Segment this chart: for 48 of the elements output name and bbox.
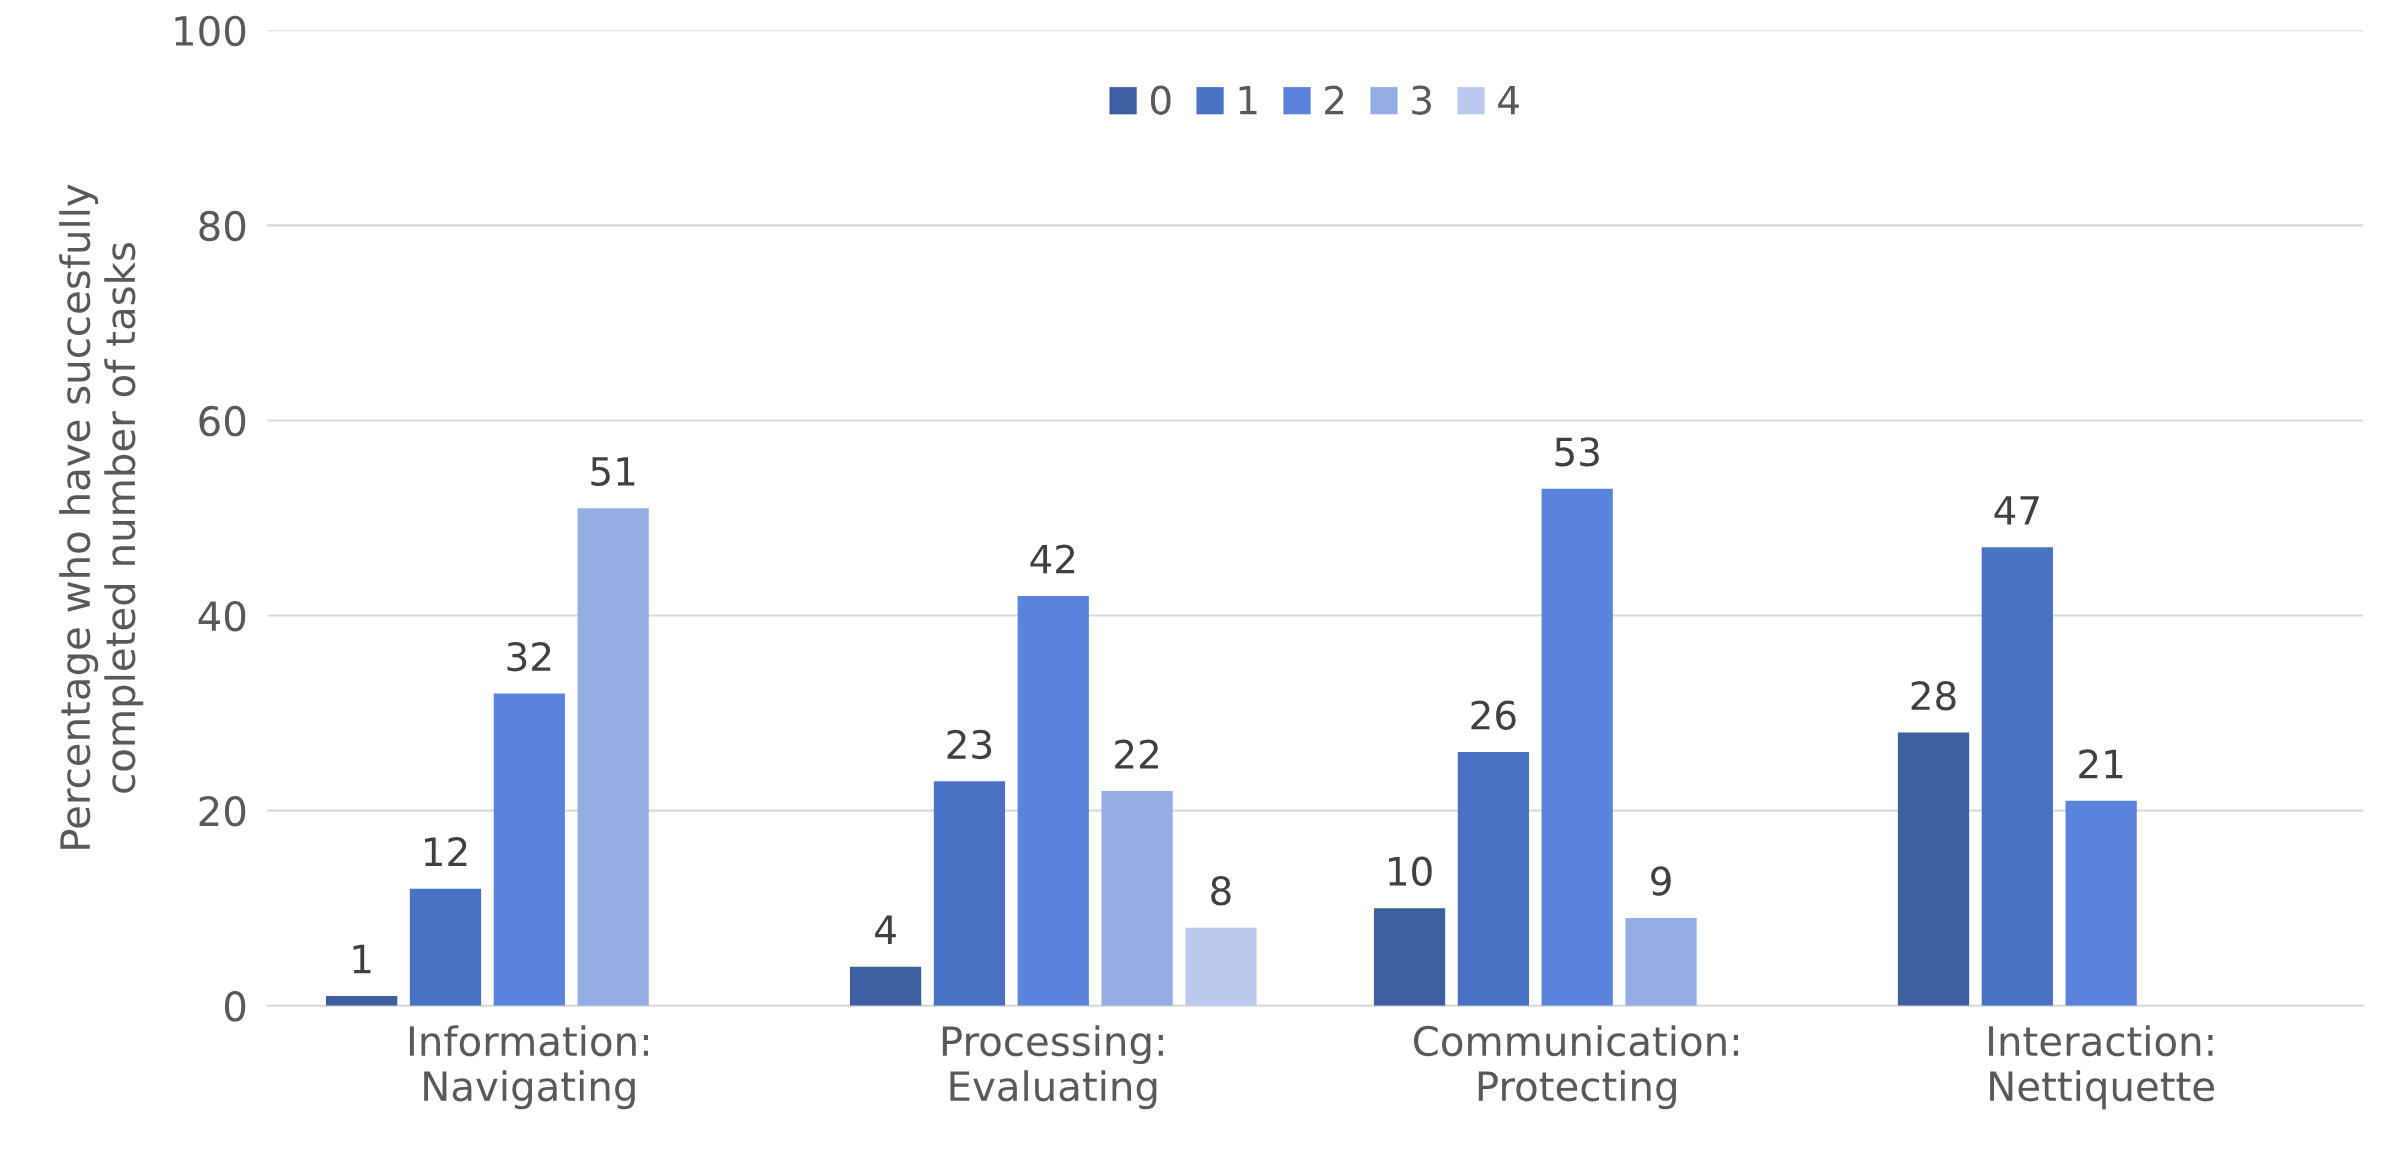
bar bbox=[409, 888, 482, 1006]
bar bbox=[1373, 908, 1446, 1006]
x-tick-label: Communication: Protecting bbox=[1413, 1025, 1739, 1110]
y-tick-label: 0 bbox=[224, 991, 246, 1022]
data-label: 53 bbox=[1555, 437, 1599, 467]
bar bbox=[1541, 488, 1613, 1006]
bar bbox=[1981, 547, 2053, 1006]
bar bbox=[1185, 927, 1257, 1006]
bar bbox=[1897, 732, 1970, 1006]
bar bbox=[1625, 917, 1697, 1006]
y-tick-label: 20 bbox=[199, 796, 246, 827]
legend-label: 4 bbox=[1498, 85, 1519, 115]
data-label: 22 bbox=[1115, 739, 1158, 769]
bar bbox=[326, 995, 398, 1006]
bar bbox=[1017, 596, 1089, 1006]
data-label: 28 bbox=[1911, 680, 1956, 711]
legend-label: 1 bbox=[1239, 85, 1257, 115]
legend-label: 3 bbox=[1412, 85, 1431, 115]
y-tick-label: 40 bbox=[198, 600, 246, 632]
data-label: 26 bbox=[1471, 700, 1516, 730]
data-label: 4 bbox=[875, 915, 896, 944]
data-label: 1 bbox=[353, 944, 371, 974]
data-label: 47 bbox=[1994, 496, 2039, 525]
data-label: 51 bbox=[591, 457, 635, 487]
bar bbox=[1457, 752, 1530, 1006]
bar bbox=[1101, 791, 1173, 1006]
data-label: 21 bbox=[2079, 749, 2123, 779]
data-label: 42 bbox=[1030, 544, 1075, 574]
data-label: 23 bbox=[947, 729, 992, 760]
data-label: 10 bbox=[1389, 856, 1432, 886]
x-tick-label: Information: Navigating bbox=[409, 1025, 648, 1110]
bar bbox=[493, 693, 565, 1006]
x-tick-label: Processing: Evaluating bbox=[942, 1025, 1163, 1110]
x-tick-label: Interaction: Nettiquette bbox=[1989, 1025, 2214, 1110]
y-tick-label: 60 bbox=[199, 405, 246, 437]
y-tick-label: 100 bbox=[175, 15, 246, 47]
data-label: 9 bbox=[1651, 866, 1671, 896]
bar bbox=[849, 966, 922, 1006]
legend-label: 2 bbox=[1325, 85, 1344, 115]
data-label: 32 bbox=[507, 641, 551, 672]
bar bbox=[933, 781, 1006, 1006]
y-axis-title: Percentage who have succesfully completed number of tasks bbox=[59, 184, 144, 849]
bar bbox=[2065, 800, 2137, 1006]
data-label: 12 bbox=[425, 837, 467, 866]
legend-label: 0 bbox=[1150, 85, 1171, 115]
bar bbox=[577, 508, 649, 1006]
y-tick-label: 80 bbox=[199, 210, 246, 242]
data-label: 8 bbox=[1211, 876, 1231, 906]
